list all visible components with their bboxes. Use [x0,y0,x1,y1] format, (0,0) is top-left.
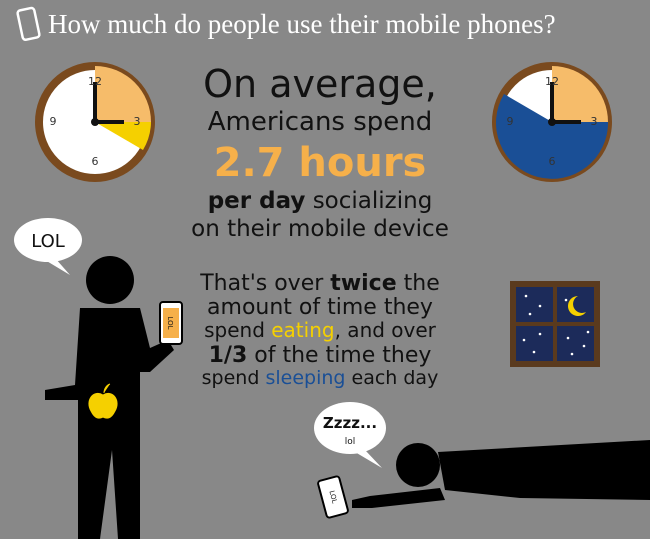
clock-numeral: 6 [549,155,556,168]
clock-sector [552,66,608,122]
text: spend [202,367,260,389]
clock-sector [95,66,151,122]
phone [317,475,349,519]
clock-numeral: 6 [92,155,99,168]
speech-bubble [14,218,82,262]
text: That's over [199,271,324,296]
comparison-line: amount of time they [207,295,433,320]
eating-text: eating [271,318,334,342]
moon [568,296,586,316]
headline-line: Americans spend [208,107,433,137]
clock-sector [496,94,609,179]
bold-text: twice [330,271,396,296]
apple-logo [88,383,118,419]
phone-text: LOL [166,316,174,329]
bold-text: per day [208,188,306,214]
comparison-line: 1/3 of the time they [209,343,432,368]
bold-text: 1/3 [209,343,248,368]
headline-line: per day socializing [208,188,433,214]
head [86,256,134,304]
text: spend [204,318,265,342]
title: How much do people use their mobile phon… [48,9,556,39]
clock-numeral: 3 [591,115,598,128]
window-bar [516,322,594,326]
bubble-text: LOL [31,231,65,252]
sleeping-text: sleeping [265,367,345,389]
bubble-tail [355,450,382,468]
bubble-text: lol [345,437,356,447]
phone-screen [163,308,179,338]
clock-numeral: 9 [50,115,57,128]
clock-numeral: 3 [134,115,141,128]
headline-line: On average, [203,62,437,106]
clock-right: 12 3 6 9 [492,62,612,182]
text: each day [352,367,439,389]
phone-icon [16,6,41,42]
phone-text: LOL [327,490,338,505]
head [396,443,440,487]
clock-pin [91,118,99,126]
lying-figure: Zzzz... lol LOL [314,402,650,519]
headline-highlight: 2.7 hours [214,140,427,186]
body [438,440,650,500]
arm [352,488,445,508]
comparison-line: spend sleeping each day [202,367,439,389]
comparison-line: That's over twice the [199,271,440,296]
bubble-tail [45,258,70,275]
text: , and over [335,318,437,342]
stars [522,294,590,356]
text: the [404,271,440,296]
speech-bubble [314,402,386,454]
headline-line: on their mobile device [191,216,449,242]
standing-figure: LOL LOL [14,218,183,539]
clock-numeral: 12 [88,75,102,88]
comparison-line: spend eating, and over [204,318,437,342]
clock-sector [95,122,151,150]
clock-left: 12 3 6 9 [35,62,155,182]
clock-numeral: 9 [507,115,514,128]
text: socializing [313,188,433,214]
window [510,281,600,367]
clock-numeral: 12 [545,75,559,88]
clock-pin [548,118,556,126]
body [45,308,174,539]
bubble-text: Zzzz... [323,414,377,432]
text: of the time they [254,343,431,368]
